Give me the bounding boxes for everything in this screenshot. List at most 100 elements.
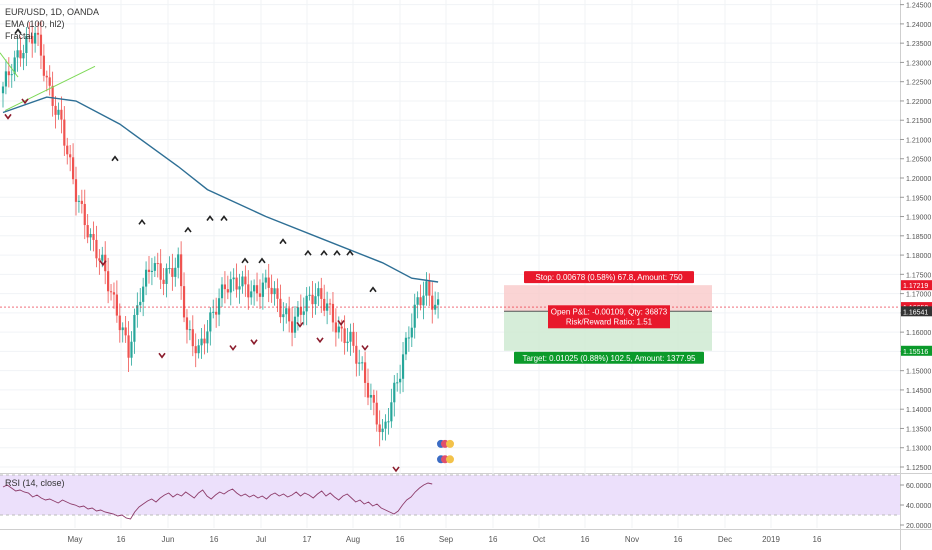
- candle-body: [77, 200, 81, 202]
- candle-body: [16, 50, 19, 58]
- candle-body: [328, 303, 332, 305]
- candle-body: [13, 57, 16, 75]
- candle-body: [358, 362, 361, 364]
- ema-indicator-label[interactable]: EMA (100, hl2): [5, 19, 65, 29]
- candle-body: [4, 71, 8, 87]
- pnl-label-bg[interactable]: [548, 305, 670, 329]
- candle-body: [340, 326, 343, 329]
- candle-body: [296, 307, 300, 317]
- x-tick-label: 16: [581, 535, 590, 544]
- fractal-up-marker: [111, 155, 119, 162]
- x-tick-label: 16: [396, 535, 405, 544]
- candle-body: [162, 279, 165, 284]
- ema-line: [2, 96, 439, 283]
- candle-body: [86, 225, 89, 238]
- fractal-indicator-label[interactable]: Fractal: [5, 31, 33, 41]
- candle-body: [133, 314, 136, 342]
- candle-body: [39, 34, 43, 56]
- candle-body: [396, 382, 399, 384]
- fractal-up-marker: [333, 249, 341, 256]
- trend-line-left: [0, 52, 19, 78]
- candle-body: [174, 267, 177, 277]
- candle-body: [203, 338, 206, 344]
- candle-body: [215, 311, 218, 315]
- candle-body: [381, 428, 384, 433]
- target-label-bg[interactable]: [514, 351, 704, 364]
- rsi-y-tick-label: 40.0000: [906, 503, 931, 510]
- price-tag-bg: [901, 345, 932, 356]
- candle-body: [130, 341, 133, 358]
- candle-body: [95, 239, 98, 259]
- candle-body: [317, 288, 320, 297]
- y-tick-label: 1.16000: [906, 330, 931, 337]
- candle-body: [434, 304, 437, 310]
- candle-body: [69, 154, 72, 158]
- candle-body: [118, 315, 121, 331]
- candle-body: [139, 301, 142, 306]
- candle-body: [92, 233, 95, 240]
- candle-body: [369, 394, 373, 398]
- candle-body: [217, 298, 221, 315]
- fractal-down-marker: [392, 466, 400, 473]
- candle-body: [98, 258, 101, 261]
- y-tick-label: 1.21500: [906, 118, 931, 125]
- candle-body: [194, 346, 197, 354]
- fractal-down-marker: [250, 339, 258, 346]
- candle-body: [436, 299, 440, 305]
- fractal-up-marker: [279, 238, 287, 245]
- y-tick-label: 1.18000: [906, 253, 931, 260]
- rsi-band: [0, 475, 900, 515]
- rsi-indicator-label[interactable]: RSI (14, close): [5, 478, 65, 488]
- candle-body: [302, 311, 305, 315]
- fractal-down-marker: [4, 113, 12, 120]
- candle-body: [34, 32, 37, 44]
- candle-body: [159, 263, 162, 280]
- candle-body: [229, 279, 232, 293]
- candle-body: [136, 305, 139, 315]
- candle-body: [247, 284, 250, 298]
- stop-label-bg[interactable]: [524, 271, 694, 284]
- y-tick-label: 1.17500: [906, 272, 931, 279]
- candle-body: [83, 203, 86, 226]
- candle-body: [115, 294, 118, 316]
- candle-body: [422, 295, 425, 306]
- candle-body: [378, 424, 381, 433]
- candle-body: [235, 277, 238, 290]
- y-tick-label: 1.19000: [906, 215, 931, 222]
- candle-body: [431, 295, 434, 310]
- x-tick-label: 16: [813, 535, 822, 544]
- candle-body: [109, 291, 113, 293]
- y-tick-label: 1.15000: [906, 369, 931, 376]
- candle-body: [299, 307, 302, 315]
- price-tag-bg: [901, 280, 932, 291]
- rsi-y-tick-label: 60.0000: [906, 483, 931, 490]
- candle-body: [253, 285, 256, 292]
- candle-body: [177, 254, 180, 268]
- symbol-title[interactable]: EUR/USD, 1D, OANDA: [5, 7, 100, 17]
- y-tick-label: 1.20500: [906, 157, 931, 164]
- candle-body: [63, 119, 66, 146]
- candle-body: [372, 394, 375, 403]
- trend-line-upper: [4, 65, 96, 112]
- candle-body: [428, 281, 431, 296]
- candle-body: [323, 298, 326, 311]
- candle-body: [285, 308, 288, 315]
- x-tick-label: Jun: [162, 535, 175, 544]
- candle-body: [51, 85, 54, 106]
- y-tick-label: 1.12500: [906, 465, 931, 472]
- candle-body: [326, 303, 329, 311]
- candle-body: [413, 304, 416, 328]
- candle-body: [264, 277, 267, 283]
- candle-body: [343, 328, 346, 344]
- candle-body: [232, 277, 235, 280]
- candle-body: [361, 362, 364, 364]
- fractal-up-marker: [369, 286, 377, 293]
- event-flag-icon: [446, 439, 454, 448]
- candle-body: [10, 74, 13, 76]
- x-tick-label: 16: [674, 535, 683, 544]
- candle-body: [142, 286, 145, 302]
- y-tick-label: 1.20000: [906, 176, 931, 183]
